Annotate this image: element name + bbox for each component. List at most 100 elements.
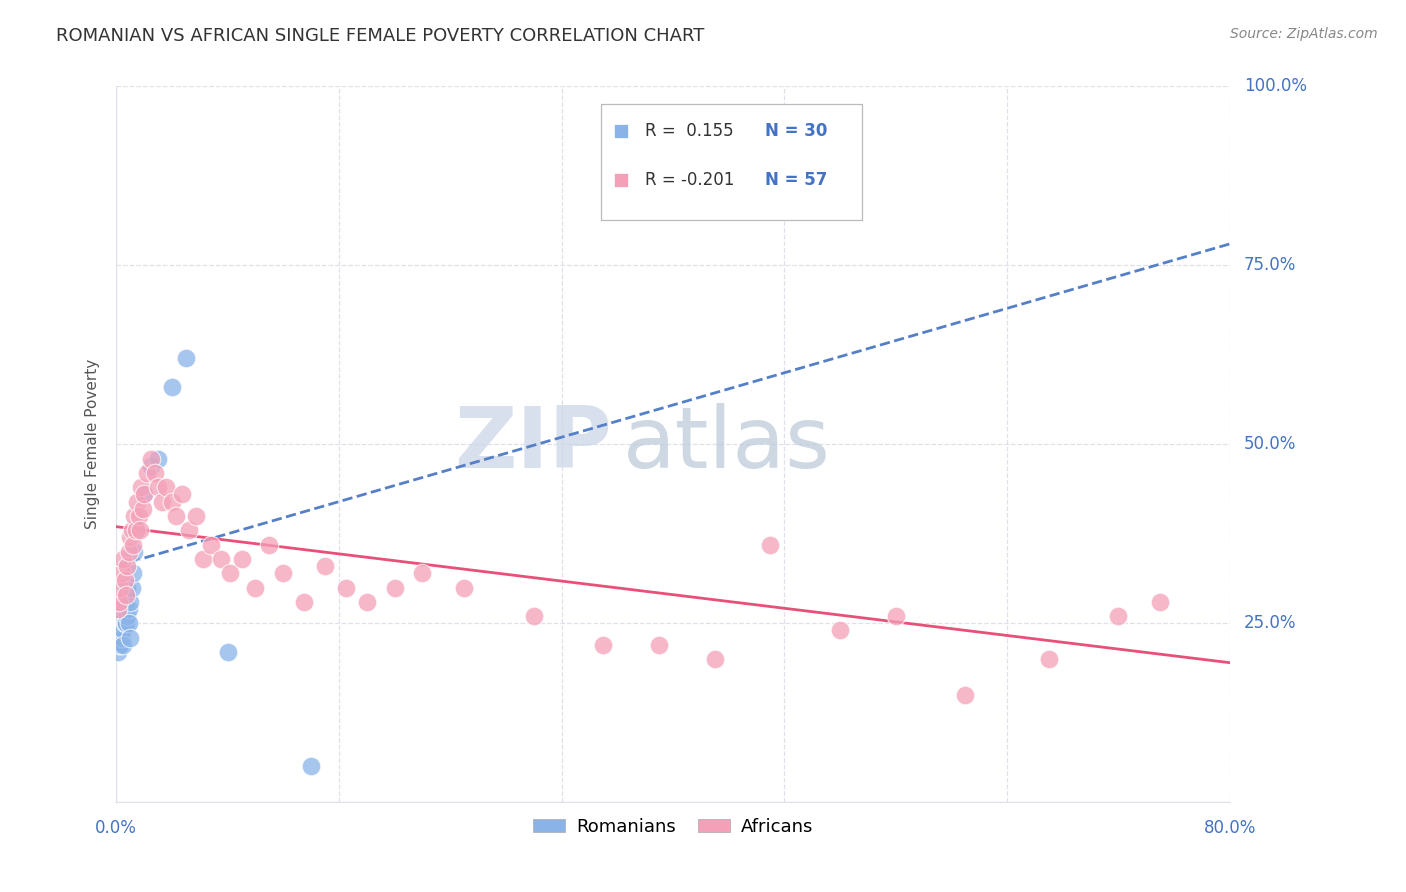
Point xyxy=(107,645,129,659)
Point xyxy=(139,458,162,473)
Point xyxy=(121,523,143,537)
Point xyxy=(174,351,197,366)
Point xyxy=(259,538,281,552)
Point xyxy=(132,501,155,516)
Point xyxy=(110,638,132,652)
Point xyxy=(127,523,149,537)
Point xyxy=(155,480,177,494)
Point xyxy=(299,759,322,773)
Point xyxy=(120,530,142,544)
Point xyxy=(110,616,132,631)
Point xyxy=(110,581,132,595)
Point xyxy=(112,638,135,652)
Point xyxy=(124,545,146,559)
Point xyxy=(170,487,193,501)
Point xyxy=(648,638,671,652)
Point xyxy=(120,631,142,645)
Point xyxy=(129,523,152,537)
Point xyxy=(114,602,136,616)
Point xyxy=(356,595,378,609)
Point xyxy=(124,508,146,523)
Point xyxy=(217,645,239,659)
Point xyxy=(384,581,406,595)
Point xyxy=(184,508,207,523)
Legend: Romanians, Africans: Romanians, Africans xyxy=(526,811,821,843)
Point xyxy=(209,552,232,566)
Point xyxy=(120,595,142,609)
Text: atlas: atlas xyxy=(623,403,831,486)
FancyBboxPatch shape xyxy=(600,104,862,219)
Text: 25.0%: 25.0% xyxy=(1244,615,1296,632)
Point xyxy=(523,609,546,624)
Text: N = 57: N = 57 xyxy=(765,170,828,189)
Point xyxy=(122,538,145,552)
Y-axis label: Single Female Poverty: Single Female Poverty xyxy=(86,359,100,530)
Point xyxy=(108,624,131,638)
Point xyxy=(118,616,141,631)
Point xyxy=(160,494,183,508)
Text: 100.0%: 100.0% xyxy=(1244,78,1306,95)
Point xyxy=(117,559,139,574)
Point xyxy=(146,480,169,494)
Point xyxy=(117,581,139,595)
Point xyxy=(121,581,143,595)
Point xyxy=(411,566,433,581)
Text: Source: ZipAtlas.com: Source: ZipAtlas.com xyxy=(1230,27,1378,41)
Point xyxy=(132,487,155,501)
Point xyxy=(245,581,267,595)
Point xyxy=(111,609,134,624)
Point xyxy=(115,588,138,602)
Point xyxy=(127,494,149,508)
Point xyxy=(150,494,173,508)
Point xyxy=(160,380,183,394)
Point xyxy=(112,624,135,638)
Point xyxy=(335,581,357,595)
Point xyxy=(143,466,166,480)
Point xyxy=(191,552,214,566)
Point xyxy=(1107,609,1129,624)
Point xyxy=(139,451,162,466)
Point xyxy=(146,451,169,466)
Point xyxy=(759,538,782,552)
Point xyxy=(115,595,138,609)
Point xyxy=(125,523,148,537)
Point xyxy=(884,609,907,624)
Point xyxy=(117,609,139,624)
Point xyxy=(135,466,157,480)
Point xyxy=(1149,595,1171,609)
Point xyxy=(828,624,851,638)
Point xyxy=(131,480,153,494)
Text: ROMANIAN VS AFRICAN SINGLE FEMALE POVERTY CORRELATION CHART: ROMANIAN VS AFRICAN SINGLE FEMALE POVERT… xyxy=(56,27,704,45)
Text: 75.0%: 75.0% xyxy=(1244,256,1296,275)
Text: 0.0%: 0.0% xyxy=(96,819,138,837)
Point xyxy=(271,566,294,581)
Text: N = 30: N = 30 xyxy=(765,122,828,140)
Text: R =  0.155: R = 0.155 xyxy=(645,122,734,140)
Point xyxy=(114,616,136,631)
Point xyxy=(111,566,134,581)
Point xyxy=(118,602,141,616)
Text: R = -0.201: R = -0.201 xyxy=(645,170,734,189)
Point xyxy=(118,545,141,559)
Point xyxy=(453,581,475,595)
Text: 80.0%: 80.0% xyxy=(1204,819,1256,837)
Text: ZIP: ZIP xyxy=(454,403,612,486)
Point xyxy=(132,487,155,501)
Point xyxy=(703,652,725,666)
Point xyxy=(108,595,131,609)
Text: 50.0%: 50.0% xyxy=(1244,435,1296,453)
Point xyxy=(111,631,134,645)
Point xyxy=(219,566,242,581)
Point xyxy=(115,616,138,631)
Point xyxy=(108,638,131,652)
Point xyxy=(165,508,187,523)
Point xyxy=(292,595,315,609)
Point xyxy=(128,508,150,523)
Point xyxy=(955,688,977,702)
Point xyxy=(592,638,614,652)
Point xyxy=(314,559,336,574)
Point xyxy=(112,552,135,566)
Point xyxy=(200,538,222,552)
Point xyxy=(177,523,200,537)
Point xyxy=(231,552,253,566)
